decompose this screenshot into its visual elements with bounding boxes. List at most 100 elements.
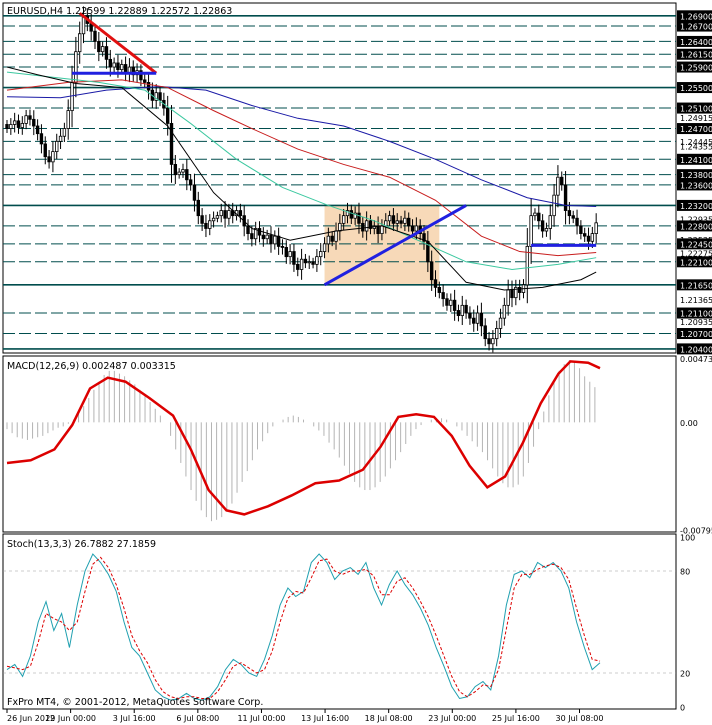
time-label: 29 Jun 00:00 bbox=[45, 714, 96, 723]
price-panel[interactable]: 1.26900 1.26700 1.26400 1.26150 1.25900 1.255… bbox=[2, 2, 712, 355]
candle-body bbox=[116, 62, 120, 71]
candle-body bbox=[540, 220, 545, 232]
candle-body bbox=[12, 120, 17, 125]
candle-body bbox=[391, 215, 396, 224]
candle-body bbox=[399, 220, 403, 224]
price-label-box bbox=[677, 48, 712, 60]
trendline-blue-2 bbox=[323, 204, 467, 287]
price-label: 1.26400 bbox=[680, 38, 712, 47]
candle-body bbox=[326, 235, 331, 245]
stoch-tick: 80 bbox=[680, 568, 690, 577]
candle-body bbox=[165, 107, 170, 124]
candle-body bbox=[35, 125, 40, 135]
time-label: 30 Jul 08:00 bbox=[556, 714, 604, 723]
candle-body bbox=[319, 251, 323, 258]
macd-signal-line bbox=[6, 360, 601, 516]
candle-body bbox=[449, 299, 453, 306]
candle-body bbox=[594, 222, 598, 235]
price-label: 1.21650 bbox=[680, 281, 712, 290]
candle-body bbox=[62, 128, 67, 137]
time-label: 13 Jul 16:00 bbox=[301, 714, 349, 723]
price-label-box bbox=[677, 123, 712, 135]
candle-body bbox=[169, 123, 174, 165]
candle-body bbox=[238, 210, 243, 217]
candle-body bbox=[265, 234, 269, 240]
price-label: 1.23800 bbox=[680, 171, 712, 180]
price-label: 1.20400 bbox=[680, 345, 712, 354]
price-label: 1.20700 bbox=[680, 330, 712, 339]
candle-body bbox=[158, 92, 162, 101]
candle-body bbox=[227, 210, 231, 219]
candle-body bbox=[334, 230, 338, 242]
time-label: 18 Jul 08:00 bbox=[365, 714, 413, 723]
price-label: 1.22935 bbox=[680, 215, 712, 224]
price-label-box bbox=[677, 256, 712, 268]
price-label-box bbox=[677, 169, 712, 181]
candle-body bbox=[299, 258, 304, 270]
candle-body bbox=[177, 171, 181, 176]
price-label-box bbox=[677, 20, 712, 32]
macd-panel[interactable]: 0.00473 0.00 -0.00795 MACD(12,26,9) 0.0024… bbox=[2, 355, 712, 536]
candle-body bbox=[414, 225, 419, 232]
candle-body bbox=[368, 220, 373, 229]
stoch-panel-frame bbox=[2, 533, 677, 710]
candle-body bbox=[143, 79, 147, 83]
moving-averages bbox=[6, 66, 597, 291]
price-label: 1.22275 bbox=[680, 249, 712, 258]
candle-body bbox=[357, 212, 361, 224]
price-label: 1.24355 bbox=[680, 143, 712, 152]
candle-body bbox=[154, 92, 158, 101]
ma-black bbox=[6, 66, 597, 291]
candle-body bbox=[276, 235, 281, 247]
highlight-zone bbox=[324, 205, 440, 285]
candle-body bbox=[567, 210, 572, 217]
candle-body bbox=[349, 210, 354, 219]
stoch-axis: 100 80 20 0 bbox=[680, 534, 695, 713]
price-label: 1.26150 bbox=[680, 51, 712, 60]
candle-body bbox=[188, 179, 193, 186]
candle-body bbox=[330, 235, 334, 242]
candle-body bbox=[9, 124, 13, 129]
candle-body bbox=[253, 228, 258, 240]
macd-signal-polyline bbox=[6, 360, 601, 516]
candle-body bbox=[387, 215, 392, 222]
candle-body bbox=[429, 261, 434, 281]
candle-body bbox=[93, 30, 97, 42]
candle-body bbox=[192, 184, 197, 201]
candle-body bbox=[529, 215, 533, 247]
price-label-box bbox=[677, 220, 712, 232]
price-label: 1.23600 bbox=[680, 181, 712, 190]
candle-body bbox=[211, 217, 216, 222]
candle-body bbox=[120, 64, 124, 71]
price-axis: 1.26900 1.26700 1.26400 1.26150 1.25900 1.255… bbox=[677, 10, 712, 355]
candle-body bbox=[269, 234, 273, 245]
candle-body bbox=[208, 220, 212, 229]
price-label: 1.26900 bbox=[680, 12, 712, 21]
highlight-rect bbox=[324, 205, 440, 285]
candle-body bbox=[533, 212, 537, 217]
candle-body bbox=[338, 222, 342, 232]
stoch-tick: 20 bbox=[680, 670, 690, 679]
macd-title: MACD(12,26,9) 0.002487 0.003315 bbox=[7, 361, 176, 372]
candle-body bbox=[97, 41, 101, 53]
price-grid bbox=[3, 15, 676, 350]
candle-body bbox=[441, 292, 445, 300]
candle-body bbox=[506, 289, 510, 306]
candle-body bbox=[77, 33, 82, 53]
candle-body bbox=[345, 210, 350, 217]
trendlines[interactable] bbox=[72, 12, 597, 287]
ma-green bbox=[6, 71, 597, 270]
candle-body bbox=[510, 289, 514, 299]
time-label: 23 Jul 00:00 bbox=[428, 714, 476, 723]
price-label: 1.21100 bbox=[680, 310, 712, 319]
trendline-red-0 bbox=[78, 12, 158, 75]
candle-body bbox=[514, 287, 518, 299]
candle-body bbox=[284, 247, 288, 258]
macd-tick: 0.00473 bbox=[680, 355, 712, 364]
price-label-box bbox=[677, 238, 712, 250]
candle-body bbox=[250, 233, 254, 240]
candle-body bbox=[464, 304, 468, 314]
stoch-panel[interactable]: 100 80 20 0 Stoch(13,3,3) 26.7882 27.1859 F… bbox=[2, 533, 695, 713]
